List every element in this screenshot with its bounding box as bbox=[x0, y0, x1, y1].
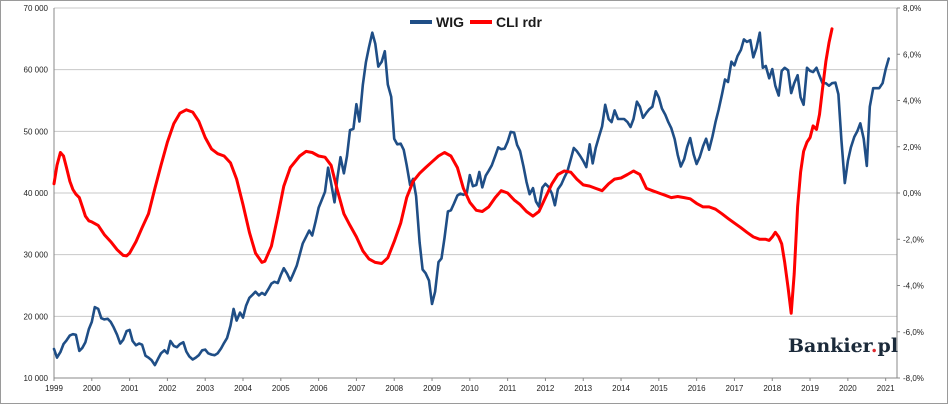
x-tick-label: 2014 bbox=[612, 384, 630, 393]
left-tick-label: 50 000 bbox=[24, 127, 49, 136]
right-tick-label: 2,0% bbox=[903, 143, 921, 152]
x-tick-label: 2006 bbox=[310, 384, 328, 393]
x-tick-label: 2013 bbox=[574, 384, 592, 393]
right-tick-label: -8,0% bbox=[903, 374, 924, 383]
x-tick-label: 2008 bbox=[385, 384, 403, 393]
x-tick-label: 2017 bbox=[726, 384, 744, 393]
x-tick-label: 2016 bbox=[688, 384, 706, 393]
left-tick-label: 30 000 bbox=[24, 251, 49, 260]
x-tick-label: 2021 bbox=[877, 384, 895, 393]
left-tick-label: 40 000 bbox=[24, 189, 49, 198]
right-tick-label: -4,0% bbox=[903, 282, 924, 291]
x-tick-label: 1999 bbox=[45, 384, 63, 393]
bankier-logo-text: Bankier.pl bbox=[788, 335, 898, 357]
right-tick-label: 4,0% bbox=[903, 97, 921, 106]
x-tick-label: 2020 bbox=[839, 384, 857, 393]
x-tick-label: 2011 bbox=[499, 384, 517, 393]
left-tick-label: 20 000 bbox=[24, 312, 49, 321]
legend: WIG CLI rdr bbox=[410, 14, 542, 30]
x-tick-label: 2002 bbox=[159, 384, 177, 393]
right-tick-label: 8,0% bbox=[903, 4, 921, 13]
right-axis-ticks: -8,0% -6,0% -4,0% -2,0% 0,0% 2,0% 4,0% 6,0% 8,0% bbox=[897, 4, 924, 383]
right-tick-label: -2,0% bbox=[903, 235, 924, 244]
x-tick-label: 2007 bbox=[348, 384, 366, 393]
right-tick-label: 6,0% bbox=[903, 50, 921, 59]
x-axis-ticks: 1999 2000 2001 2002 2003 2004 2005 2006 2007 2008… bbox=[45, 378, 895, 393]
series-line-cli-rdr bbox=[52, 27, 834, 315]
x-tick-label: 2015 bbox=[650, 384, 668, 393]
right-tick-label: -6,0% bbox=[903, 328, 924, 337]
series-line-wig bbox=[52, 31, 890, 367]
x-tick-label: 2000 bbox=[83, 384, 101, 393]
x-tick-label: 2001 bbox=[121, 384, 139, 393]
x-tick-label: 2003 bbox=[196, 384, 214, 393]
bankier-logo: Bankier.pl bbox=[788, 335, 898, 357]
left-tick-label: 60 000 bbox=[24, 66, 49, 75]
x-tick-label: 2010 bbox=[461, 384, 479, 393]
logo-dot: . bbox=[871, 335, 878, 357]
x-tick-label: 2018 bbox=[763, 384, 781, 393]
x-tick-label: 2009 bbox=[423, 384, 441, 393]
grid-lines bbox=[54, 7, 897, 317]
logo-tld: pl bbox=[878, 335, 899, 357]
left-tick-label: 10 000 bbox=[24, 374, 49, 383]
x-tick-label: 2004 bbox=[234, 384, 252, 393]
left-tick-label: 70 000 bbox=[24, 4, 49, 13]
x-tick-label: 2019 bbox=[801, 384, 819, 393]
right-tick-label: 0,0% bbox=[903, 189, 921, 198]
x-tick-label: 2005 bbox=[272, 384, 290, 393]
logo-name: Bankier bbox=[788, 335, 874, 357]
legend-cli-label: CLI rdr bbox=[496, 14, 542, 30]
series-group bbox=[52, 27, 890, 367]
legend-wig-label: WIG bbox=[436, 14, 464, 30]
left-axis-ticks: 10 000 20 000 30 000 40 000 50 000 60 000 70 0… bbox=[24, 4, 49, 383]
x-tick-label: 2012 bbox=[537, 384, 555, 393]
